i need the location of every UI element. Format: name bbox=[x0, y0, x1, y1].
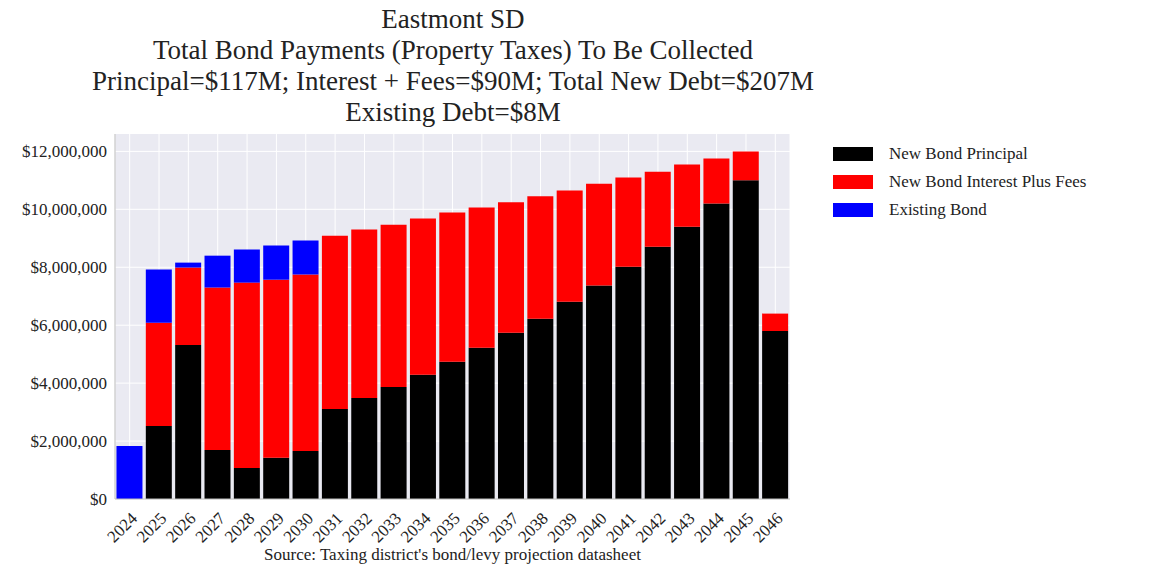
svg-text:2043: 2043 bbox=[661, 509, 698, 546]
svg-text:2031: 2031 bbox=[309, 509, 346, 546]
svg-text:2032: 2032 bbox=[338, 509, 375, 546]
html-text:Existing Bond: Existing Bond bbox=[889, 200, 987, 219]
html-text:Principal=$117M; Interest + Fe: Principal=$117M; Interest + Fees=$90M; T… bbox=[92, 66, 814, 96]
html-text:Total Bond Payments (Property: Total Bond Payments (Property Taxes) To … bbox=[153, 35, 753, 65]
svg-text:$12,000,000: $12,000,000 bbox=[22, 142, 107, 161]
svg-text:2038: 2038 bbox=[514, 509, 551, 546]
svg-text:2045: 2045 bbox=[720, 509, 757, 546]
svg-text:2041: 2041 bbox=[602, 509, 639, 546]
svg-text:2030: 2030 bbox=[280, 509, 317, 546]
svg-text:2026: 2026 bbox=[162, 509, 199, 546]
svg-text:$4,000,000: $4,000,000 bbox=[31, 374, 108, 393]
svg-text:2033: 2033 bbox=[368, 509, 405, 546]
svg-text:$8,000,000: $8,000,000 bbox=[31, 258, 108, 277]
svg-text:2040: 2040 bbox=[573, 509, 610, 546]
svg-text:2034: 2034 bbox=[397, 509, 435, 547]
svg-text:2037: 2037 bbox=[485, 509, 523, 547]
html-text:New Bond Principal: New Bond Principal bbox=[889, 144, 1028, 163]
svg-text:2025: 2025 bbox=[133, 509, 170, 546]
svg-text:2027: 2027 bbox=[192, 509, 230, 547]
html-text:New Bond Interest Plus Fees: New Bond Interest Plus Fees bbox=[889, 172, 1087, 191]
svg-text:2036: 2036 bbox=[456, 509, 493, 546]
svg-text:2042: 2042 bbox=[632, 509, 669, 546]
svg-text:2028: 2028 bbox=[221, 509, 258, 546]
svg-text:2035: 2035 bbox=[426, 509, 463, 546]
svg-text:$10,000,000: $10,000,000 bbox=[22, 200, 107, 219]
svg-text:$6,000,000: $6,000,000 bbox=[31, 316, 108, 335]
html-text:Eastmont SD: Eastmont SD bbox=[381, 4, 525, 34]
svg-text:2024: 2024 bbox=[104, 509, 142, 547]
svg-text:2046: 2046 bbox=[749, 509, 786, 546]
svg-text:2044: 2044 bbox=[690, 509, 728, 547]
svg-text:$2,000,000: $2,000,000 bbox=[31, 432, 108, 451]
svg-text:2029: 2029 bbox=[250, 509, 287, 546]
svg-text:$0: $0 bbox=[90, 490, 107, 509]
svg-text:2039: 2039 bbox=[544, 509, 581, 546]
html-text:Existing Debt=$8M: Existing Debt=$8M bbox=[345, 97, 561, 127]
svg-text:Source: Taxing district's bond: Source: Taxing district's bond/levy proj… bbox=[264, 545, 641, 564]
